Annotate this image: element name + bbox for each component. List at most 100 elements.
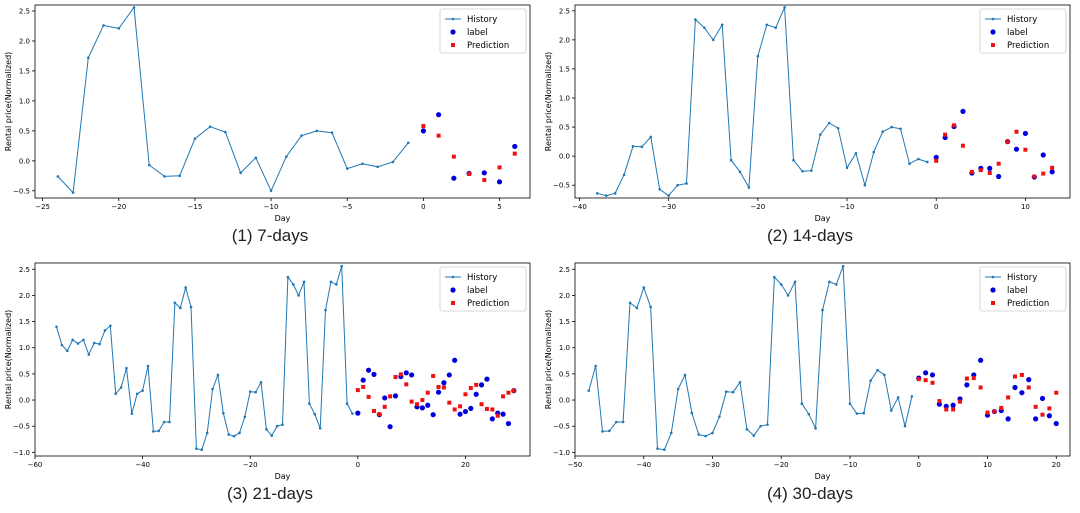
history-point	[756, 54, 760, 58]
y-tick-label: 0.5	[559, 370, 570, 378]
history-point	[810, 169, 813, 172]
history-point	[773, 275, 776, 279]
history-point	[635, 306, 639, 310]
label-point	[392, 393, 399, 399]
prediction-point	[467, 172, 472, 177]
chart-panel-21-days: −60 −40 −20 0 20 −1.0 −0.5 0.0 0.5 1.0 1.5 2.0 2.5 Da…	[0, 258, 540, 513]
history-point	[119, 386, 123, 389]
history-point	[697, 433, 701, 436]
prediction-point	[474, 382, 479, 387]
label-point	[1040, 152, 1046, 158]
history-point	[765, 23, 769, 27]
x-axis-label: Day	[815, 472, 831, 481]
history-point	[345, 167, 349, 170]
label-point	[1049, 169, 1055, 175]
history-point	[658, 187, 662, 191]
label-point	[462, 408, 469, 415]
chart-caption: (2) 14-days	[767, 226, 853, 245]
history-point	[302, 280, 306, 284]
history-point	[724, 390, 728, 393]
prediction-point	[436, 384, 441, 389]
history-point	[747, 186, 751, 189]
label-point	[960, 108, 966, 114]
prediction-point	[937, 399, 942, 404]
label-point	[435, 389, 442, 395]
prediction-point	[404, 382, 409, 387]
history-point	[862, 411, 866, 415]
history-point	[642, 286, 646, 289]
history-point	[329, 280, 333, 284]
history-point	[836, 126, 840, 130]
y-tick-label: −0.5	[13, 187, 30, 195]
legend-entry-label: Prediction	[1007, 299, 1049, 309]
history-point	[604, 194, 608, 197]
chart-panel-7-days: −25 −20 −15 −10 −5 0 5 −0.5 0.0 0.5 1.0 1.5 2.0 2.5 Da…	[0, 0, 540, 255]
prediction-point	[366, 394, 371, 399]
legend-entry-label: Prediction	[1007, 41, 1049, 51]
legend-history-marker	[451, 17, 455, 21]
history-point	[587, 389, 591, 392]
history-point	[87, 353, 91, 356]
history-point	[184, 286, 187, 289]
legend-entry-label: label	[1007, 286, 1028, 296]
history-point	[704, 434, 707, 438]
legend-box	[439, 8, 527, 54]
history-point	[82, 338, 85, 342]
history-point	[324, 308, 327, 312]
history-point	[318, 426, 322, 430]
history-point	[109, 324, 112, 328]
legend-entry-label: Prediction	[467, 41, 509, 51]
history-point	[917, 157, 920, 161]
legend-box	[439, 266, 527, 312]
history-point	[315, 129, 319, 133]
history-point	[818, 133, 822, 136]
history-point	[872, 150, 876, 154]
prediction-point	[985, 410, 990, 415]
x-tick-label: −5	[342, 203, 352, 211]
history-point	[881, 130, 885, 134]
legend-label-swatch	[990, 29, 996, 35]
history-point	[313, 412, 317, 416]
history-point	[594, 364, 597, 368]
label-point	[478, 382, 485, 388]
x-tick-label: 20	[461, 461, 470, 469]
prediction-point	[425, 390, 430, 395]
plot-frame	[34, 262, 531, 457]
label-point	[500, 411, 506, 417]
label-point	[403, 370, 409, 376]
legend-box	[979, 8, 1067, 54]
y-tick-label: 0.0	[19, 397, 30, 405]
label-point	[387, 424, 393, 430]
history-point	[669, 431, 673, 435]
x-tick-label: 10	[983, 461, 992, 469]
prediction-point	[1050, 165, 1055, 170]
y-tick-label: 2.5	[559, 266, 570, 274]
label-point	[987, 165, 993, 171]
history-point	[800, 402, 804, 405]
legend-prediction-swatch	[451, 43, 455, 47]
history-point	[855, 412, 859, 415]
prediction-point	[996, 161, 1001, 166]
prediction-point	[458, 404, 463, 409]
x-tick-label: −20	[243, 461, 258, 469]
history-point	[76, 342, 80, 345]
legend-entry-label: label	[467, 28, 488, 38]
prediction-point	[964, 376, 969, 381]
label-point	[1053, 420, 1059, 427]
prediction-point	[512, 151, 517, 156]
history-point	[163, 175, 166, 178]
label-point	[505, 420, 512, 427]
history-point	[132, 6, 136, 9]
history-point	[60, 343, 64, 347]
prediction-point	[930, 380, 935, 385]
history-point	[925, 160, 929, 164]
history-point	[783, 6, 786, 9]
history-point	[729, 158, 733, 162]
history-point	[200, 448, 204, 452]
history-point	[828, 280, 831, 284]
history-point	[759, 424, 762, 428]
x-tick-label: 0	[917, 461, 921, 469]
history-point	[786, 294, 790, 297]
prediction-point	[952, 123, 957, 128]
history-point	[391, 160, 395, 164]
